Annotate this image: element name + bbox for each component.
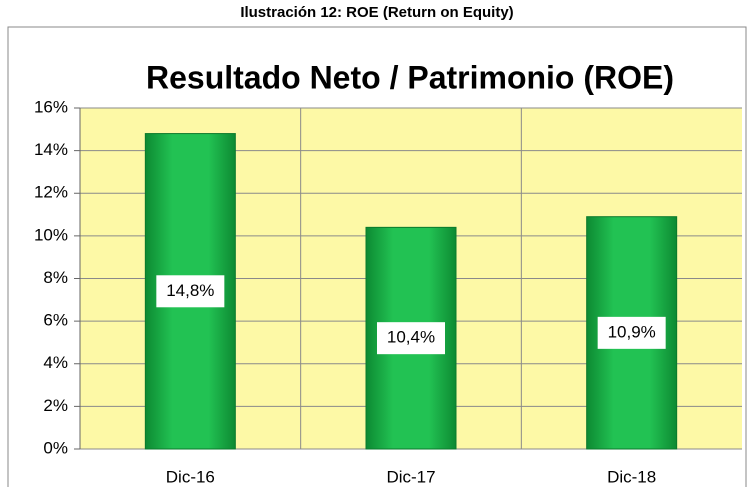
y-tick-label: 6%	[43, 311, 68, 330]
chart-title: Resultado Neto / Patrimonio (ROE)	[146, 59, 674, 95]
y-tick-label: 8%	[43, 268, 68, 287]
x-tick-label: Dic-16	[166, 467, 215, 486]
y-tick-label: 2%	[43, 396, 68, 415]
value-label: 10,4%	[387, 328, 435, 347]
y-tick-label: 12%	[34, 183, 68, 202]
value-label-box	[156, 275, 225, 308]
caption: Ilustración 12: ROE (Return on Equity)	[240, 4, 513, 21]
y-tick-label: 10%	[34, 225, 68, 244]
x-tick-label: Dic-18	[607, 467, 656, 486]
value-label: 14,8%	[166, 281, 214, 300]
x-tick-label: Dic-17	[386, 467, 435, 486]
value-label: 10,9%	[608, 322, 656, 341]
y-tick-label: 14%	[34, 140, 68, 159]
y-tick-label: 16%	[34, 97, 68, 116]
value-label-box	[377, 322, 445, 355]
y-tick-label: 0%	[43, 438, 68, 457]
value-label-box	[597, 316, 666, 349]
y-tick-label: 4%	[43, 353, 68, 372]
